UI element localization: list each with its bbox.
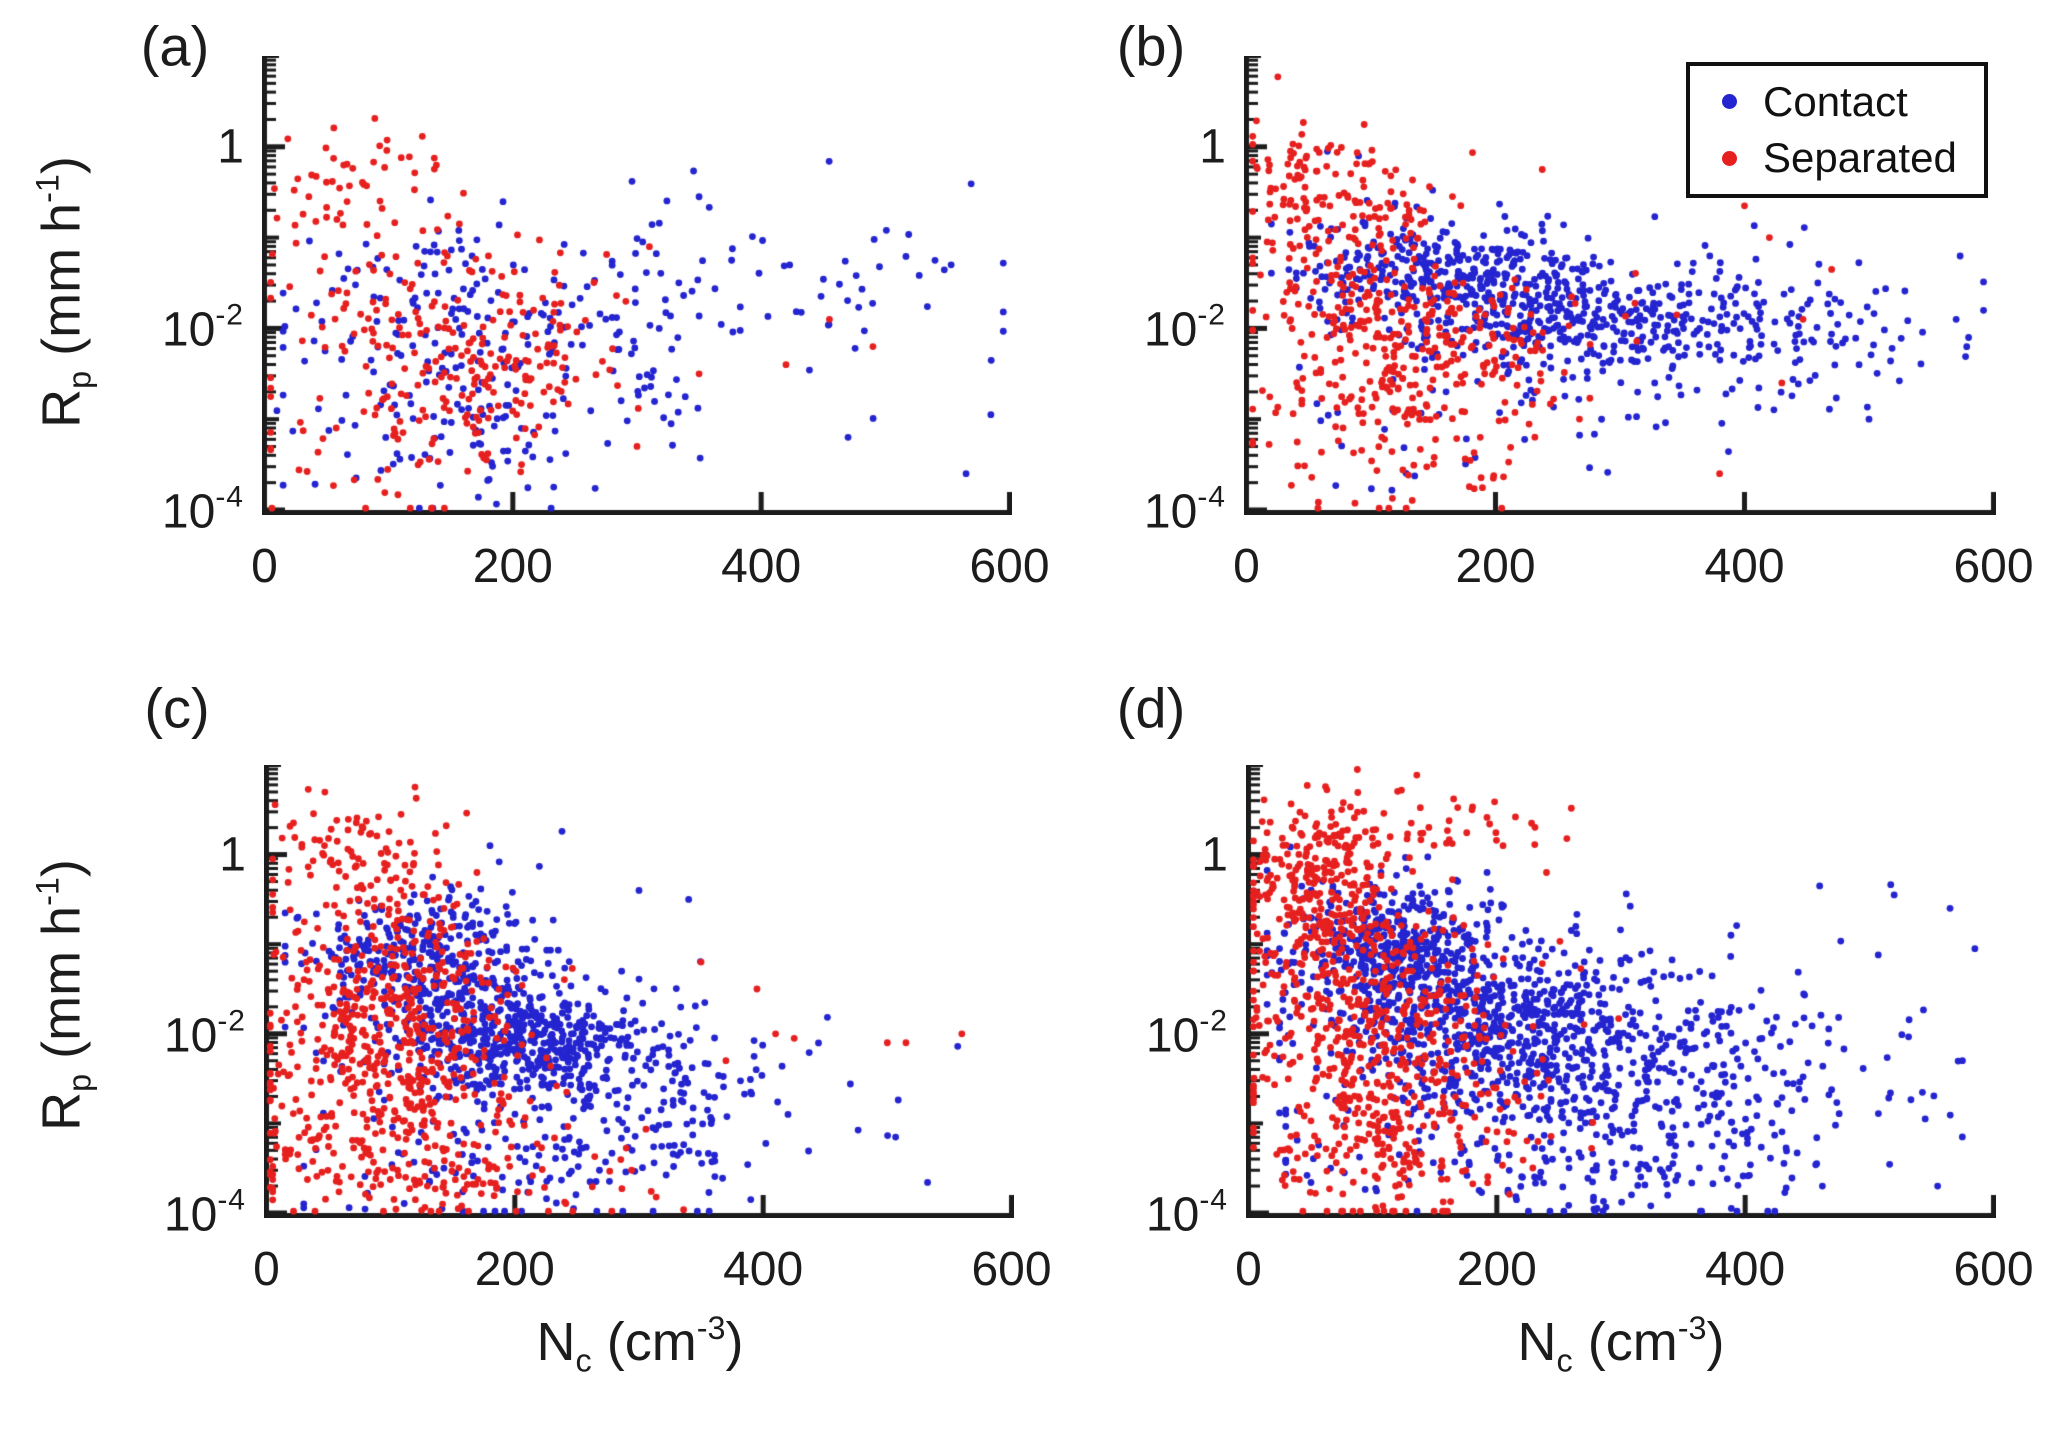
- panel-label-b: (b): [1116, 14, 1186, 78]
- ylabel-subscript: p: [61, 370, 98, 389]
- y-tick-label: 1: [1199, 120, 1226, 174]
- x-axis-label-right: Nc (cm-3): [1518, 1310, 1725, 1379]
- xlabel-close: ): [725, 1312, 744, 1373]
- x-tick-label: 600: [1953, 1243, 2034, 1296]
- y-tick-label: 1: [217, 120, 244, 174]
- y-tick-label: 10-4: [161, 480, 244, 539]
- x-tick-label: 0: [1235, 1243, 1262, 1296]
- xlabel-subscript: c: [575, 1342, 592, 1379]
- panel-label-c: (c): [144, 676, 210, 740]
- panel-d-scatter-canvas: [1246, 765, 1996, 1218]
- x-tick-label: 200: [1456, 1243, 1537, 1296]
- ylabel-base: R: [31, 1091, 92, 1131]
- y-axis-label-top-row: Rp (mm h-1): [29, 156, 98, 428]
- y-tick-label: 10-4: [1145, 1183, 1228, 1242]
- ylabel-base: R: [31, 388, 92, 428]
- contact-dot-icon: [1722, 94, 1737, 110]
- xlabel-superscript: -3: [1677, 1310, 1707, 1346]
- xlabel-base: N: [1517, 1312, 1557, 1373]
- panel-a-scatter-canvas: [262, 56, 1012, 515]
- panel-c-scatter-canvas: [264, 765, 1014, 1218]
- x-tick-label: 400: [723, 1243, 804, 1296]
- x-tick-label: 0: [1233, 540, 1260, 593]
- legend-label-separated: Separated: [1763, 134, 1957, 181]
- x-tick-label: 0: [253, 1243, 280, 1296]
- x-axis-label-left: Nc (cm-3): [537, 1310, 744, 1379]
- x-tick-label: 200: [472, 540, 553, 593]
- panel-label-d: (d): [1116, 676, 1186, 740]
- ylabel-close: ): [31, 156, 92, 175]
- legend: Contact Separated: [1686, 62, 1988, 198]
- ylabel-subscript: p: [61, 1073, 98, 1092]
- x-tick-label: 600: [969, 540, 1050, 593]
- x-tick-label: 200: [474, 1243, 555, 1296]
- ylabel-superscript: -1: [29, 174, 66, 203]
- xlabel-base: N: [536, 1312, 576, 1373]
- y-tick-label: 10-2: [1145, 1004, 1228, 1063]
- y-tick-label: 10-2: [163, 1004, 246, 1063]
- x-tick-label: 0: [251, 540, 278, 593]
- x-tick-label: 200: [1455, 540, 1536, 593]
- y-axis-label-bottom-row: Rp (mm h-1): [29, 859, 98, 1131]
- legend-item-separated: Separated: [1722, 134, 1984, 181]
- y-tick-label: 10-4: [163, 1183, 246, 1242]
- panel-d: 0 200 400 600 1 10-2 10-4: [1146, 765, 2034, 1296]
- x-tick-label: 400: [721, 540, 802, 593]
- separated-dot-icon: [1722, 150, 1737, 166]
- y-tick-label: 10-2: [161, 298, 244, 357]
- x-tick-label: 600: [1953, 540, 2034, 593]
- xlabel-unit: (cm: [591, 1312, 697, 1373]
- x-tick-label: 600: [971, 1243, 1052, 1296]
- ylabel-unit: (mm h: [31, 202, 92, 371]
- legend-label-contact: Contact: [1763, 77, 1908, 125]
- x-tick-label: 400: [1704, 540, 1785, 593]
- ylabel-close: ): [31, 859, 92, 878]
- xlabel-superscript: -3: [696, 1310, 726, 1346]
- panel-a: 0 200 400 600 1 10-2 10-4: [162, 56, 1050, 593]
- y-tick-label: 1: [219, 828, 246, 882]
- legend-item-contact: Contact: [1722, 77, 1984, 125]
- panel-label-a: (a): [140, 14, 210, 78]
- ylabel-superscript: -1: [29, 877, 66, 906]
- y-tick-label: 10-4: [1143, 480, 1226, 539]
- ylabel-unit: (mm h: [31, 905, 92, 1074]
- x-tick-label: 400: [1705, 1243, 1786, 1296]
- xlabel-close: ): [1706, 1312, 1725, 1373]
- panel-c: 0 200 400 600 1 10-2 10-4: [164, 765, 1052, 1296]
- xlabel-subscript: c: [1556, 1342, 1573, 1379]
- xlabel-unit: (cm: [1572, 1312, 1678, 1373]
- y-tick-label: 1: [1201, 828, 1228, 882]
- y-tick-label: 10-2: [1143, 298, 1226, 357]
